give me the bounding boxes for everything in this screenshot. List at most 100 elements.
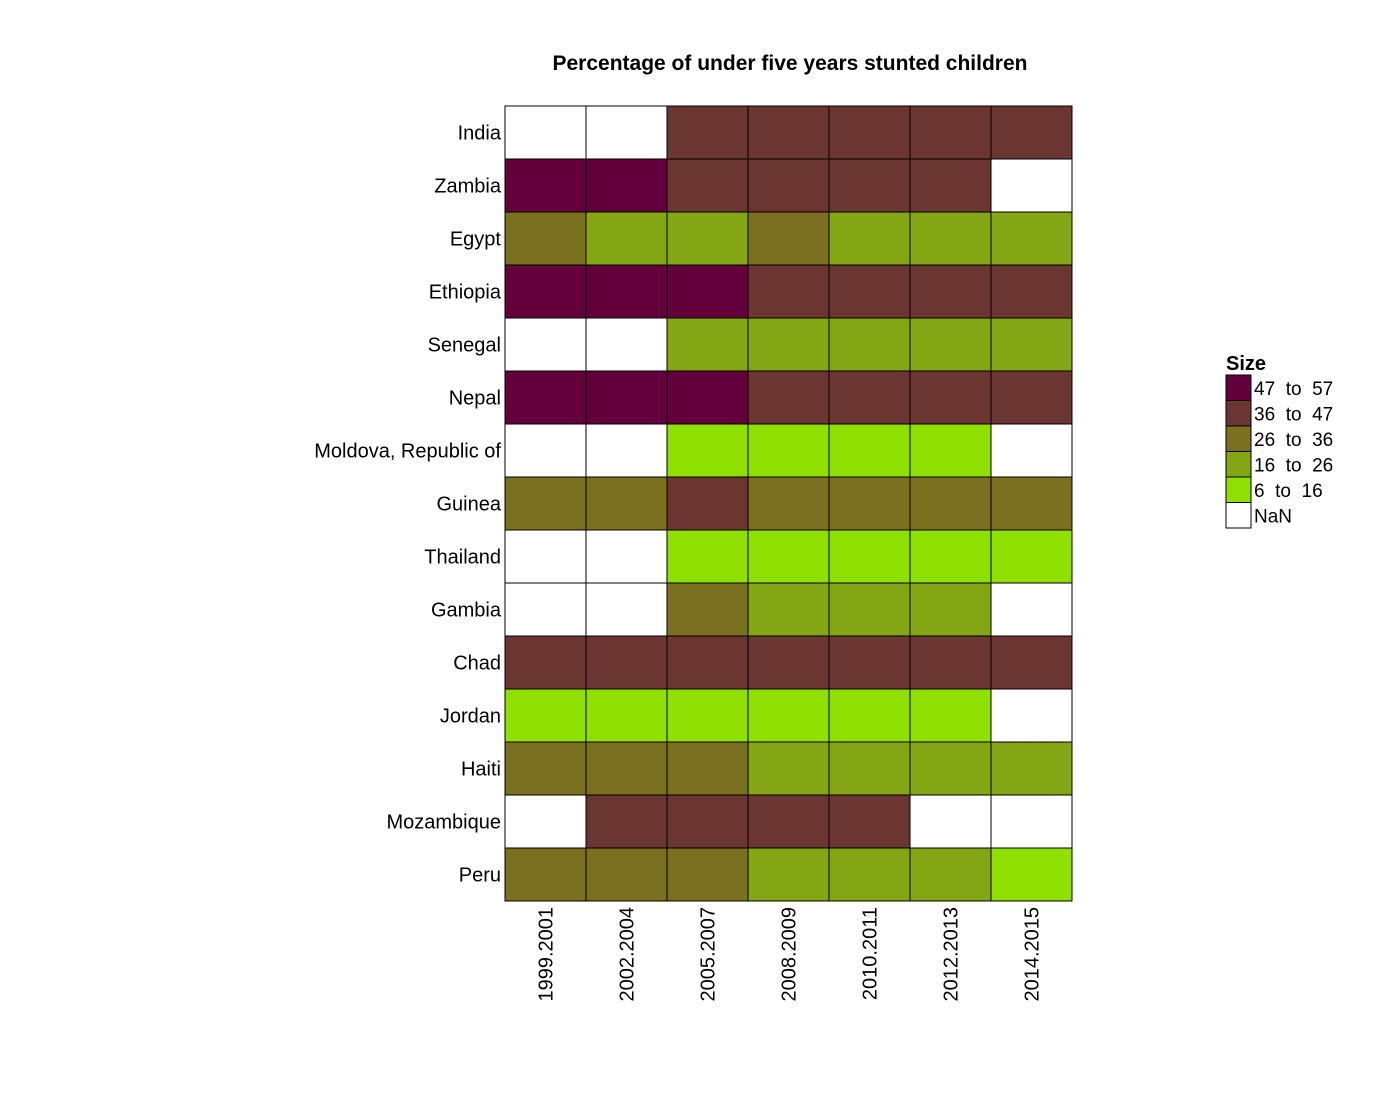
row-label: Zambia (434, 176, 502, 198)
heatmap-cell (990, 264, 1073, 319)
heatmap-cell (909, 264, 992, 319)
row-label: Chad (453, 653, 501, 675)
heatmap-cell (990, 741, 1073, 796)
heatmap-cells (504, 105, 1073, 902)
heatmap-cell (909, 741, 992, 796)
heatmap-cell (990, 476, 1073, 531)
legend-label: 36 to 47 (1254, 405, 1333, 426)
row-label: Mozambique (386, 812, 501, 834)
row-label: Egypt (450, 229, 502, 251)
heatmap-cell (990, 211, 1073, 266)
heatmap-cell (666, 105, 749, 160)
column-label: 2002.2004 (617, 907, 639, 1002)
heatmap-cell (504, 370, 587, 425)
legend-swatch (1225, 425, 1252, 452)
row-label: India (458, 123, 502, 145)
heatmap-cell (909, 105, 992, 160)
heatmap-cell (990, 794, 1073, 849)
heatmap-cell (909, 370, 992, 425)
heatmap-cell (585, 741, 668, 796)
heatmap-cell (909, 635, 992, 690)
heatmap-cell (828, 105, 911, 160)
heatmap-cell (585, 476, 668, 531)
column-labels: 1999.2001 2002.2004 2005.2007 2008.2009 2010… (536, 907, 1044, 1002)
heatmap-cell (747, 105, 830, 160)
heatmap-cell (990, 317, 1073, 372)
heatmap-cell (828, 529, 911, 584)
legend-swatch (1225, 476, 1252, 503)
heatmap-cell (747, 847, 830, 902)
heatmap-cell (666, 688, 749, 743)
heatmap-cell (747, 741, 830, 796)
heatmap-cell (909, 582, 992, 637)
heatmap-cell (909, 423, 992, 478)
heatmap-cell (828, 476, 911, 531)
heatmap-cell (504, 529, 587, 584)
heatmap-cell (747, 211, 830, 266)
heatmap-cell (666, 794, 749, 849)
legend-label: 26 to 36 (1254, 430, 1333, 451)
row-label: Ethiopia (429, 282, 502, 304)
legend-swatch (1225, 374, 1252, 401)
legend-swatch (1225, 502, 1252, 529)
heatmap-cell (666, 211, 749, 266)
heatmap-cell (504, 741, 587, 796)
heatmap-cell (504, 317, 587, 372)
heatmap-cell (585, 105, 668, 160)
legend-label: NaN (1254, 507, 1292, 528)
heatmap-cell (504, 158, 587, 213)
row-label: Senegal (428, 335, 501, 357)
heatmap-cell (828, 847, 911, 902)
heatmap-cell (747, 370, 830, 425)
column-label: 2014.2015 (1022, 907, 1044, 1002)
row-labels: India Zambia Egypt Ethiopia Senegal Nepal Mold… (314, 123, 502, 887)
heatmap-cell (504, 635, 587, 690)
heatmap-cell (504, 211, 587, 266)
heatmap-cell (504, 264, 587, 319)
row-label: Nepal (449, 388, 501, 410)
heatmap-cell (747, 582, 830, 637)
heatmap-cell (504, 794, 587, 849)
heatmap-cell (909, 317, 992, 372)
heatmap-cell (828, 317, 911, 372)
heatmap-cell (747, 688, 830, 743)
row-label: Guinea (437, 494, 502, 516)
heatmap-cell (990, 158, 1073, 213)
heatmap-cell (909, 847, 992, 902)
heatmap-cell (585, 688, 668, 743)
column-label: 2012.2013 (941, 907, 963, 1002)
heatmap-cell (747, 794, 830, 849)
row-label: Haiti (461, 759, 501, 781)
heatmap-cell (990, 688, 1073, 743)
heatmap-cell (909, 476, 992, 531)
heatmap-cell (585, 582, 668, 637)
heatmap-cell (585, 635, 668, 690)
heatmap-cell (990, 635, 1073, 690)
heatmap-cell (585, 370, 668, 425)
heatmap-cell (828, 582, 911, 637)
heatmap-cell (585, 529, 668, 584)
heatmap-cell (747, 264, 830, 319)
heatmap-cell (990, 847, 1073, 902)
heatmap-cell (666, 317, 749, 372)
heatmap-cell (666, 370, 749, 425)
row-label: Jordan (440, 706, 501, 728)
heatmap-cell (747, 158, 830, 213)
heatmap-cell (747, 529, 830, 584)
heatmap-cell (828, 794, 911, 849)
row-label: Thailand (424, 547, 501, 569)
heatmap-cell (585, 264, 668, 319)
heatmap-cell (585, 847, 668, 902)
heatmap-cell (504, 582, 587, 637)
heatmap-cell (828, 635, 911, 690)
heatmap-cell (828, 211, 911, 266)
heatmap-cell (747, 476, 830, 531)
heatmap-cell (504, 688, 587, 743)
heatmap-cell (990, 370, 1073, 425)
heatmap-cell (666, 582, 749, 637)
heatmap-cell (504, 423, 587, 478)
heatmap-cell (828, 688, 911, 743)
heatmap-cell (666, 847, 749, 902)
heatmap-cell (828, 423, 911, 478)
